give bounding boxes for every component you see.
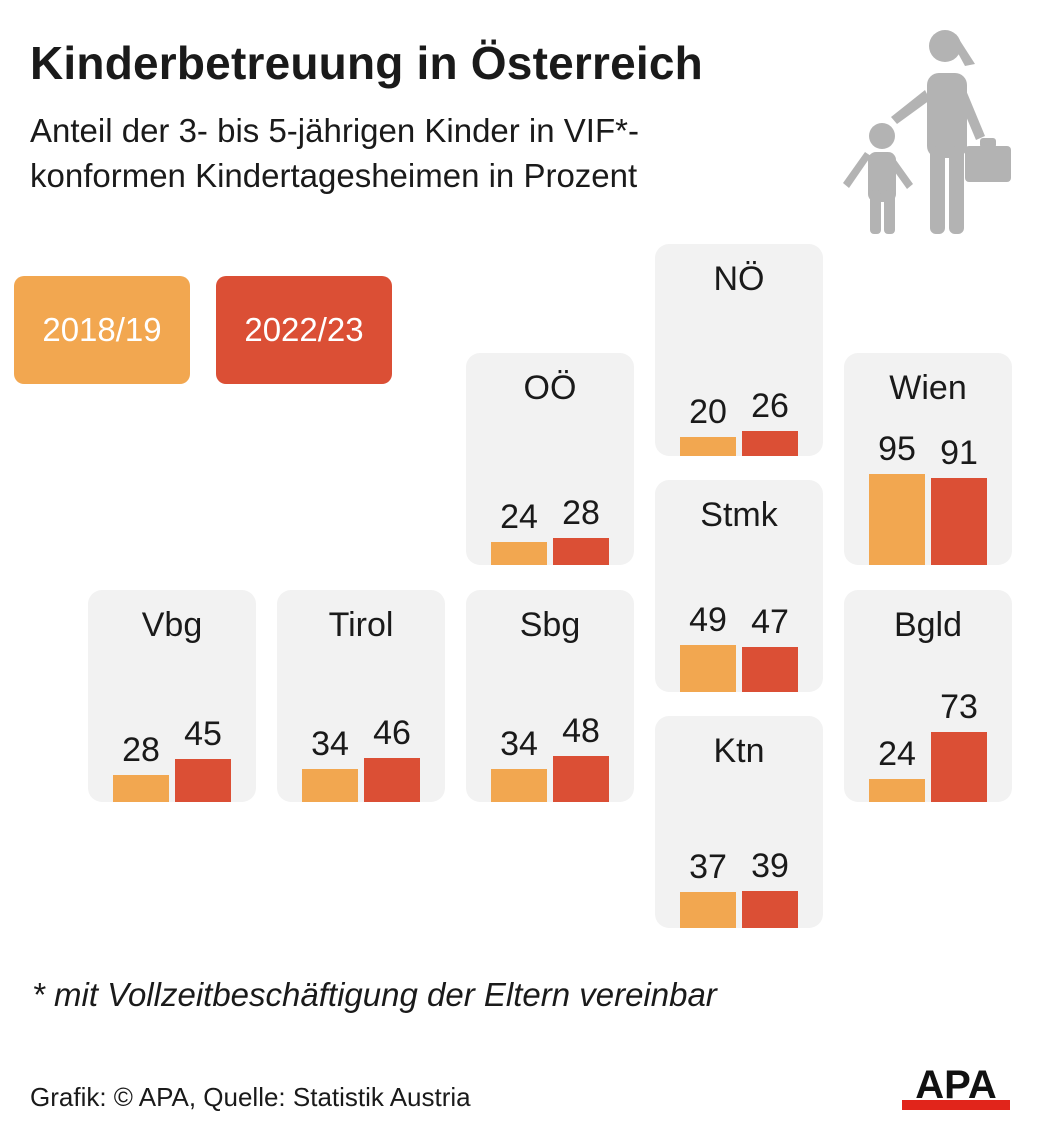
bar-ooe-2022-23 (553, 538, 609, 565)
chart-title: Kinderbetreuung in Österreich (30, 37, 703, 89)
bar-sbg-2018-19 (491, 769, 547, 802)
bar-vbg-2022-23 (175, 759, 231, 802)
value-label-sbg-2022-23: 48 (562, 712, 600, 750)
bar-stmk-2022-23 (742, 647, 798, 692)
value-label-noe-2018-19: 20 (689, 393, 727, 431)
bar-wien-2018-19 (869, 474, 925, 565)
bar-noe-2018-19 (680, 437, 736, 456)
value-label-wien-2018-19: 95 (878, 430, 916, 468)
chart-subtitle: Anteil der 3- bis 5-jährigen Kinder in V… (30, 112, 639, 194)
value-label-vbg-2022-23: 45 (184, 715, 222, 753)
bar-noe-2022-23 (742, 431, 798, 456)
value-label-vbg-2018-19: 28 (122, 731, 160, 769)
value-label-tirol-2018-19: 34 (311, 725, 349, 763)
bar-ooe-2018-19 (491, 542, 547, 565)
value-label-tirol-2022-23: 46 (373, 714, 411, 752)
region-tile-sbg: Sbg 34 48 (466, 590, 634, 802)
apa-logo-icon: APA (902, 1063, 1010, 1110)
bar-bgld-2022-23 (931, 732, 987, 802)
region-name: Tirol (328, 606, 394, 644)
region-tile-ktn: Ktn 37 39 (655, 716, 823, 928)
region-tile-ooe: OÖ 24 28 (466, 353, 634, 565)
value-label-sbg-2018-19: 34 (500, 725, 538, 763)
region-name: Bgld (893, 606, 963, 644)
value-label-ooe-2018-19: 24 (500, 498, 538, 536)
parent-child-icon (843, 30, 1011, 234)
region-tile-wien: Wien 95 91 (844, 353, 1012, 565)
svg-text:APA: APA (915, 1063, 996, 1107)
value-label-noe-2022-23: 26 (751, 387, 789, 425)
value-label-ktn-2018-19: 37 (689, 848, 727, 886)
region-name: Stmk (700, 496, 778, 534)
region-name: OÖ (523, 369, 577, 407)
bar-wien-2022-23 (931, 478, 987, 565)
value-label-ooe-2022-23: 28 (562, 494, 600, 532)
bar-ktn-2022-23 (742, 891, 798, 928)
region-name: Sbg (519, 606, 581, 644)
bar-sbg-2022-23 (553, 756, 609, 802)
bar-stmk-2018-19 (680, 645, 736, 692)
legend-2018-19: 2018/19 (14, 276, 190, 384)
region-tile-tirol: Tirol 34 46 (277, 590, 445, 802)
bar-tirol-2022-23 (364, 758, 420, 802)
region-tile-stmk: Stmk 49 47 (655, 480, 823, 692)
value-label-wien-2022-23: 91 (940, 434, 978, 472)
region-name: Ktn (713, 732, 765, 770)
region-tile-noe: NÖ 20 26 (655, 244, 823, 456)
region-tile-bgld: Bgld 24 73 (844, 590, 1012, 802)
footnote: * mit Vollzeitbeschäftigung der Eltern v… (32, 976, 717, 1013)
value-label-stmk-2022-23: 47 (751, 603, 789, 641)
value-label-bgld-2022-23: 73 (940, 688, 978, 726)
region-name: Wien (889, 369, 967, 407)
value-label-bgld-2018-19: 24 (878, 735, 916, 773)
source-credit: Grafik: © APA, Quelle: Statistik Austria (30, 1082, 471, 1112)
value-label-ktn-2022-23: 39 (751, 847, 789, 885)
region-name: Vbg (141, 606, 203, 644)
region-tile-vbg: Vbg 28 45 (88, 590, 256, 802)
bar-vbg-2018-19 (113, 775, 169, 802)
value-label-stmk-2018-19: 49 (689, 601, 727, 639)
legend-2022-23: 2022/23 (216, 276, 392, 384)
bar-ktn-2018-19 (680, 892, 736, 928)
region-name: NÖ (713, 260, 765, 298)
bar-tirol-2018-19 (302, 769, 358, 802)
bar-bgld-2018-19 (869, 779, 925, 802)
